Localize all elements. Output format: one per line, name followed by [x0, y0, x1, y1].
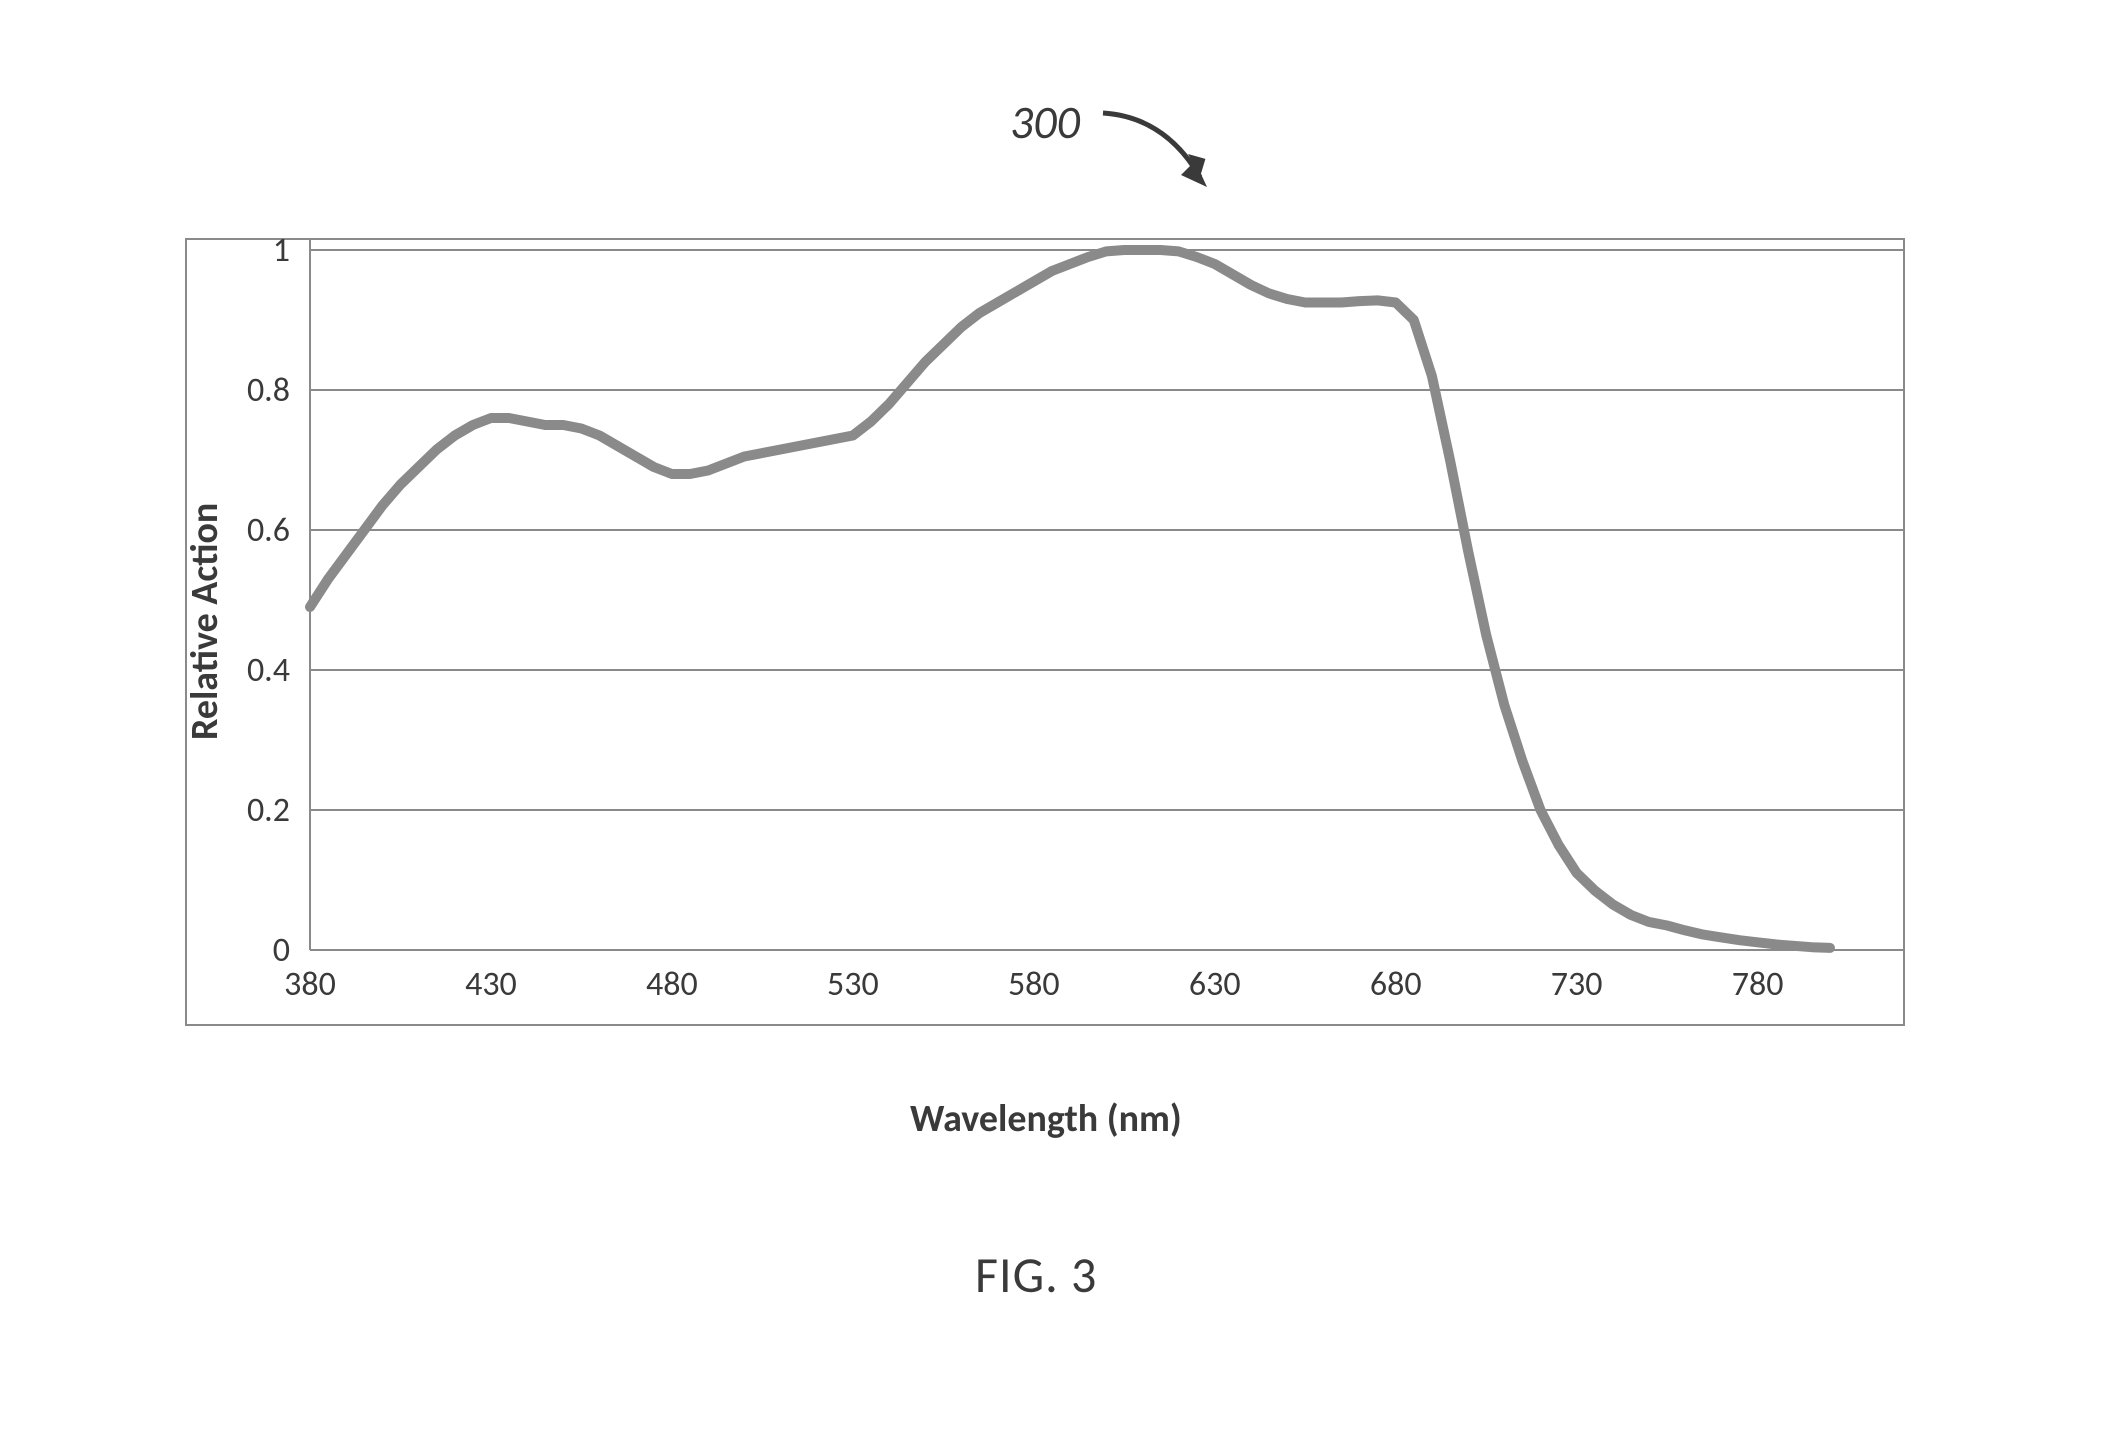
x-tick-label: 630: [1189, 964, 1241, 1005]
x-tick-label: 680: [1370, 964, 1422, 1005]
y-tick-label: 0: [220, 930, 290, 971]
reference-arrow-icon: [1095, 105, 1225, 210]
figure-caption: FIG. 3: [975, 1245, 1097, 1306]
y-axis-label: Relative Action: [182, 503, 228, 740]
reference-number: 300: [1010, 95, 1080, 151]
action-spectrum-chart: [185, 238, 1905, 1026]
x-tick-label: 430: [465, 964, 517, 1005]
x-tick-label: 480: [646, 964, 698, 1005]
figure-page: 300 0 0.2 0.4 0.6 0.8 1 380 430 480 530 580 630 680…: [0, 0, 2112, 1453]
y-tick-label: 1: [220, 230, 290, 271]
x-tick-label: 730: [1551, 964, 1603, 1005]
x-tick-label: 780: [1732, 964, 1784, 1005]
y-tick-label: 0.2: [220, 790, 290, 831]
x-tick-label: 580: [1008, 964, 1060, 1005]
x-tick-label: 380: [284, 964, 336, 1005]
x-tick-label: 530: [827, 964, 879, 1005]
x-axis-label: Wavelength (nm): [910, 1096, 1182, 1142]
y-tick-label: 0.4: [220, 650, 290, 691]
y-tick-label: 0.6: [220, 510, 290, 551]
y-tick-label: 0.8: [220, 370, 290, 411]
